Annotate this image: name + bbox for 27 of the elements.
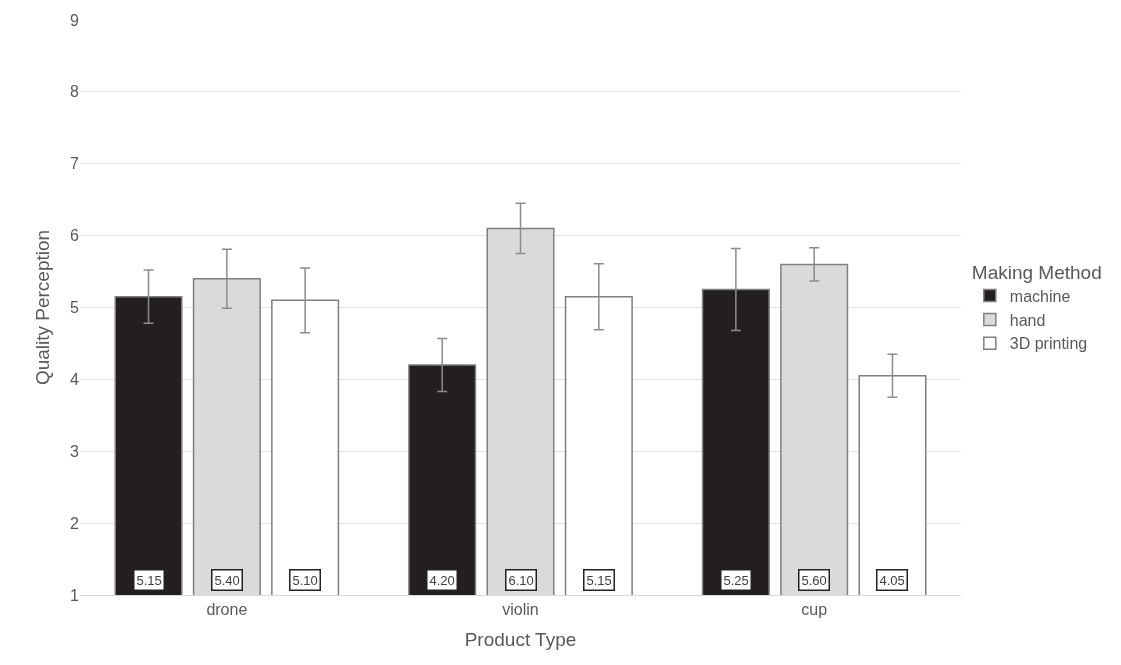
x-tick-label: cup [801,601,828,619]
legend-label: machine [1009,287,1071,305]
y-tick-label: 4 [70,370,80,388]
y-tick-label: 1 [70,586,80,604]
y-tick-label: 5 [70,299,80,317]
y-tick-label: 3 [70,442,80,460]
data-label: 5.15 [136,572,162,588]
legend-title: Making Method [971,261,1102,283]
x-tick-label: drone [206,601,248,619]
legend-label: hand [1009,311,1046,329]
y-tick-label: 2 [70,514,80,532]
y-tick-label: 7 [70,155,80,173]
data-label: 5.60 [801,572,827,588]
data-label: 5.15 [586,572,612,588]
data-label: 4.05 [879,572,905,588]
x-axis-title: Product Type [464,629,577,650]
y-tick-label: 6 [70,227,80,245]
y-tick-label: 9 [70,11,80,29]
data-label: 4.20 [429,572,455,588]
data-label: 5.25 [723,572,749,588]
data-label: 5.10 [292,572,318,588]
legend-label: 3D printing [1009,335,1088,353]
y-axis-title: Quality Perception [31,229,53,386]
x-tick-label: violin [502,601,539,619]
data-label: 5.40 [214,572,240,588]
data-label: 6.10 [508,572,534,588]
y-tick-label: 8 [70,83,80,101]
